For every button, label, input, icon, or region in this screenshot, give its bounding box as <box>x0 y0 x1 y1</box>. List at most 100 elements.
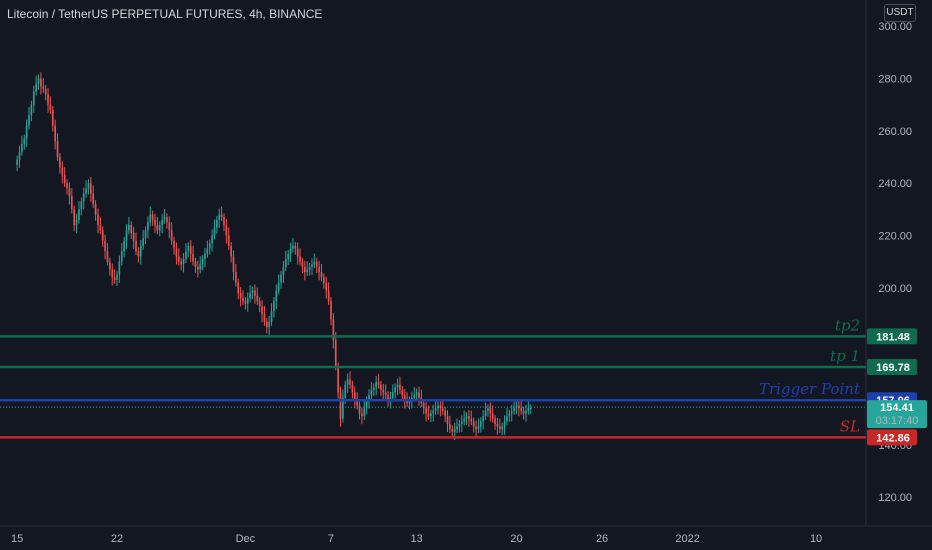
candle <box>59 153 61 174</box>
candle <box>149 206 152 227</box>
candle <box>377 373 380 389</box>
candle <box>451 425 454 438</box>
candle <box>137 247 140 263</box>
candle <box>135 232 137 256</box>
candle <box>227 227 230 250</box>
x-tick-label: Dec <box>236 533 256 545</box>
y-tick-label: 300.00 <box>878 21 912 33</box>
candle <box>154 213 156 234</box>
candle <box>484 402 487 421</box>
candle <box>284 250 287 271</box>
candle <box>468 410 470 427</box>
candle <box>194 257 197 273</box>
candle <box>463 410 465 426</box>
candle <box>522 406 525 420</box>
y-tick-label: 220.00 <box>878 231 912 243</box>
candle <box>54 119 56 150</box>
candle <box>287 249 290 266</box>
candle <box>192 245 194 266</box>
candle <box>237 278 240 300</box>
candle <box>432 404 435 422</box>
candle <box>380 380 382 396</box>
candle <box>78 201 80 224</box>
candle <box>370 381 373 400</box>
candle <box>104 234 106 260</box>
candle <box>204 247 206 268</box>
candle <box>225 219 228 244</box>
candle <box>197 260 199 278</box>
candle <box>254 284 256 304</box>
candle <box>456 418 458 434</box>
candle <box>208 239 211 255</box>
candle <box>251 286 254 300</box>
candle <box>239 287 242 307</box>
candle <box>177 248 180 266</box>
candle <box>37 74 40 90</box>
candle <box>306 261 309 277</box>
x-tick-label: 20 <box>510 533 522 545</box>
candle <box>92 185 95 209</box>
candle <box>418 386 420 406</box>
candle <box>353 386 356 409</box>
candle <box>372 383 375 396</box>
candle <box>458 420 461 433</box>
candle <box>113 269 116 284</box>
candle <box>68 182 71 205</box>
candle <box>282 260 285 283</box>
candle <box>391 384 394 402</box>
candle <box>23 134 26 150</box>
candle <box>396 378 399 396</box>
candle <box>147 216 149 239</box>
candle <box>382 383 385 401</box>
candle <box>394 383 397 399</box>
candle <box>175 242 178 265</box>
x-tick-label: 13 <box>410 533 422 545</box>
candle <box>66 179 68 195</box>
candle <box>125 224 128 249</box>
candle <box>496 417 499 435</box>
candle <box>213 219 216 240</box>
candle <box>211 229 213 252</box>
candle <box>301 257 304 273</box>
candle <box>508 409 511 423</box>
candle <box>51 105 54 132</box>
chart-title: Litecoin / TetherUS PERPETUAL FUTURES, 4… <box>7 7 323 21</box>
candle <box>232 250 235 281</box>
candle <box>273 297 275 318</box>
y-tick-label: 280.00 <box>878 74 912 86</box>
candle <box>330 297 332 326</box>
candle <box>292 237 294 253</box>
currency-unit-button[interactable]: USDT <box>884 4 916 22</box>
candle <box>70 188 73 214</box>
candle <box>242 290 244 305</box>
last-price-value: 154.41 <box>880 402 914 414</box>
candle <box>289 242 292 262</box>
candle <box>44 85 47 101</box>
candle <box>327 282 330 305</box>
candle <box>477 418 480 434</box>
svg-text:169.78: 169.78 <box>876 362 910 374</box>
candle <box>308 263 311 276</box>
candle <box>40 72 42 95</box>
bar-countdown: 03:17:40 <box>876 415 919 427</box>
candle <box>128 216 130 235</box>
candle <box>479 417 482 433</box>
candle <box>375 376 378 396</box>
candle <box>109 257 111 276</box>
candle <box>246 292 249 312</box>
candle <box>123 236 125 258</box>
candle <box>444 406 446 423</box>
candle <box>346 373 349 393</box>
candle <box>28 107 30 130</box>
candle <box>334 332 337 371</box>
candle <box>430 409 432 423</box>
candle <box>510 404 513 422</box>
y-tick-label: 260.00 <box>878 126 912 138</box>
candle <box>30 100 33 122</box>
y-tick-label: 240.00 <box>878 178 912 190</box>
candle <box>460 415 463 433</box>
candle <box>220 206 223 222</box>
